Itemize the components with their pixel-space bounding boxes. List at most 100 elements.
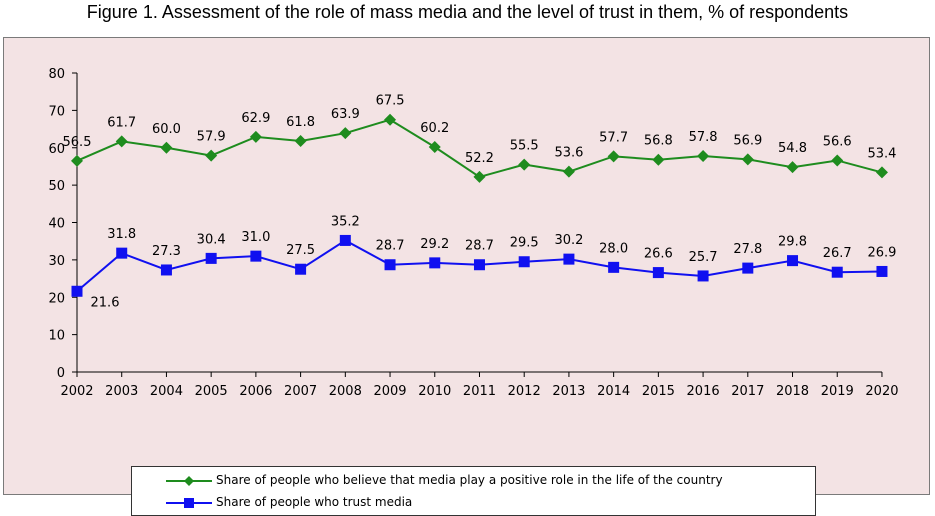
data-label: 56.5	[63, 135, 92, 150]
y-tick-label: 50	[48, 179, 65, 194]
data-label: 61.7	[107, 115, 136, 130]
x-tick-label: 2015	[642, 384, 675, 399]
data-label: 56.6	[823, 134, 852, 149]
y-tick-label: 0	[57, 366, 65, 381]
x-tick-label: 2006	[239, 384, 272, 399]
data-label: 29.5	[510, 236, 539, 251]
data-point-square	[339, 234, 351, 246]
y-tick-label: 70	[48, 104, 65, 119]
data-label: 31.8	[107, 227, 136, 242]
data-point-diamond	[249, 130, 262, 143]
data-label: 57.9	[197, 130, 226, 145]
data-label: 30.4	[197, 232, 226, 247]
data-point-diamond	[875, 166, 888, 179]
data-point-diamond	[205, 149, 218, 162]
data-point-square	[652, 267, 664, 279]
legend-marker-square	[166, 498, 212, 508]
data-point-square	[518, 256, 530, 268]
data-point-diamond	[741, 153, 754, 166]
data-point-diamond	[115, 135, 128, 148]
x-tick-label: 2011	[463, 384, 496, 399]
data-label: 28.0	[599, 241, 628, 256]
legend: Share of people who believe that media p…	[131, 466, 816, 516]
data-label: 31.0	[241, 230, 270, 245]
x-tick-label: 2007	[284, 384, 317, 399]
data-point-diamond	[697, 149, 710, 162]
x-tick-label: 2002	[60, 384, 93, 399]
data-point-diamond	[294, 135, 307, 148]
legend-marker-diamond	[166, 476, 212, 486]
data-label: 27.8	[733, 242, 762, 257]
data-label: 28.7	[465, 239, 494, 254]
data-point-square	[250, 250, 262, 262]
data-point-square	[205, 252, 217, 264]
data-label: 26.7	[823, 246, 852, 261]
x-tick-label: 2012	[508, 384, 541, 399]
data-label: 25.7	[689, 250, 718, 265]
x-tick-label: 2014	[597, 384, 630, 399]
y-tick-label: 80	[48, 67, 65, 82]
data-label: 29.2	[420, 237, 449, 252]
data-point-diamond	[339, 127, 352, 140]
data-label: 52.2	[465, 151, 494, 166]
data-point-square	[563, 253, 575, 265]
data-label: 30.2	[554, 233, 583, 248]
x-tick-label: 2019	[821, 384, 854, 399]
x-tick-label: 2018	[776, 384, 809, 399]
data-label: 63.9	[331, 107, 360, 122]
x-tick-label: 2003	[105, 384, 138, 399]
data-point-diamond	[607, 150, 620, 163]
data-label: 60.2	[420, 121, 449, 136]
legend-label-positive-role: Share of people who believe that media p…	[216, 473, 723, 487]
data-point-square	[697, 270, 709, 282]
data-label: 67.5	[376, 94, 405, 109]
x-tick-label: 2020	[865, 384, 898, 399]
data-point-square	[71, 285, 83, 297]
data-label: 54.8	[778, 141, 807, 156]
x-tick-label: 2009	[373, 384, 406, 399]
data-label: 56.8	[644, 134, 673, 149]
data-label: 61.8	[286, 115, 315, 130]
data-label: 35.2	[331, 214, 360, 229]
x-tick-label: 2004	[150, 384, 183, 399]
data-label: 53.4	[867, 146, 896, 161]
line-chart: 0 10 20 30 40 50 60 70 80 2002 2003 2004 2005 2006 200…	[48, 67, 898, 399]
data-label: 27.5	[286, 243, 315, 258]
data-point-square	[429, 257, 441, 269]
data-label: 26.9	[867, 245, 896, 260]
y-tick-label: 10	[48, 329, 65, 344]
data-point-square	[831, 266, 843, 278]
figure-title: Figure 1. Assessment of the role of mass…	[86, 2, 849, 22]
data-point-square	[295, 263, 307, 275]
data-label: 60.0	[152, 122, 181, 137]
chart-area: 0 10 20 30 40 50 60 70 80 2002 2003 2004 2005 2006 200…	[3, 37, 930, 516]
legend-entry-positive-role: Share of people who believe that media p…	[132, 471, 815, 491]
y-tick-label: 40	[48, 217, 65, 232]
y-tick-label: 30	[48, 254, 65, 269]
data-label: 56.9	[733, 133, 762, 148]
y-tick-label: 60	[48, 142, 65, 157]
data-label: 55.5	[510, 139, 539, 154]
legend-entry-trust: Share of people who trust media	[132, 493, 815, 513]
data-label: 27.3	[152, 244, 181, 259]
data-label: 62.9	[241, 111, 270, 126]
x-tick-label: 2010	[418, 384, 451, 399]
x-tick-label: 2016	[687, 384, 720, 399]
data-label: 28.7	[376, 239, 405, 254]
data-label: 57.8	[689, 130, 718, 145]
data-point-square	[608, 261, 620, 273]
data-point-diamond	[160, 141, 173, 154]
x-tick-label: 2013	[552, 384, 585, 399]
data-label: 21.6	[91, 295, 120, 310]
data-label: 29.8	[778, 235, 807, 250]
data-point-diamond	[831, 154, 844, 167]
x-tick-label: 2005	[195, 384, 228, 399]
data-point-diamond	[384, 113, 397, 126]
data-point-diamond	[786, 161, 799, 174]
data-point-diamond	[71, 154, 83, 167]
data-point-diamond	[562, 165, 575, 178]
data-point-diamond	[518, 158, 531, 171]
data-point-diamond	[473, 170, 486, 183]
data-point-square	[384, 259, 396, 271]
data-point-square	[787, 255, 799, 267]
